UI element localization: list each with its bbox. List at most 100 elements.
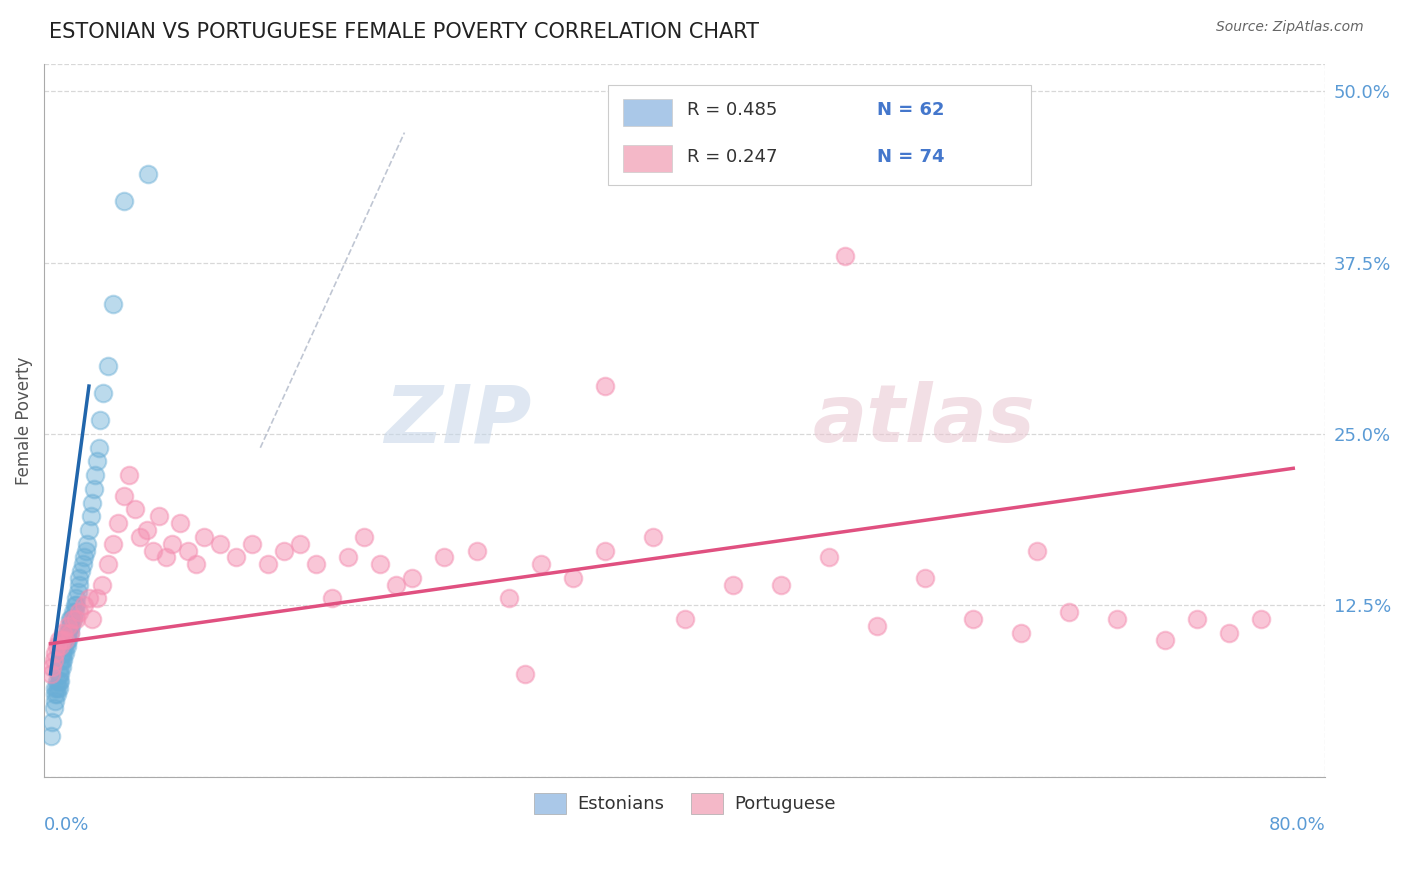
Point — [225, 550, 247, 565]
Text: N = 62: N = 62 — [877, 102, 945, 120]
Point — [51, 646, 73, 660]
Point — [59, 625, 82, 640]
Point — [1010, 625, 1032, 640]
Point — [273, 543, 295, 558]
Point — [112, 194, 135, 208]
FancyBboxPatch shape — [623, 99, 672, 126]
Point — [49, 666, 72, 681]
Point — [337, 550, 360, 565]
Text: N = 74: N = 74 — [877, 148, 945, 166]
Point — [52, 625, 75, 640]
Text: 80.0%: 80.0% — [1268, 816, 1326, 834]
Point — [136, 167, 159, 181]
Point — [529, 558, 551, 572]
Text: R = 0.247: R = 0.247 — [688, 148, 778, 166]
Point — [257, 558, 280, 572]
Point — [60, 619, 83, 633]
Point — [1057, 605, 1080, 619]
Point — [55, 625, 77, 640]
Point — [55, 632, 77, 647]
Point — [1185, 612, 1208, 626]
Y-axis label: Female Poverty: Female Poverty — [15, 356, 32, 484]
Point — [72, 558, 94, 572]
Point — [44, 687, 66, 701]
Point — [56, 619, 79, 633]
Point — [118, 468, 141, 483]
Point — [641, 530, 664, 544]
Point — [48, 681, 70, 695]
Point — [240, 536, 263, 550]
Point — [51, 632, 73, 647]
Point — [65, 591, 87, 606]
Point — [82, 612, 104, 626]
Point — [45, 687, 67, 701]
Point — [67, 578, 90, 592]
Point — [866, 619, 889, 633]
Point — [77, 591, 100, 606]
Point — [124, 502, 146, 516]
Point — [593, 379, 616, 393]
Point — [86, 454, 108, 468]
Point — [370, 558, 392, 572]
Point — [48, 632, 70, 647]
Point — [90, 578, 112, 592]
Point — [561, 571, 583, 585]
Point — [177, 543, 200, 558]
Point — [62, 612, 84, 626]
Point — [593, 543, 616, 558]
Point — [67, 605, 90, 619]
Point — [1154, 632, 1177, 647]
Point — [42, 701, 65, 715]
Point — [53, 646, 76, 660]
Point — [55, 640, 77, 654]
Point — [129, 530, 152, 544]
Point — [513, 666, 536, 681]
Point — [93, 386, 115, 401]
Point — [305, 558, 328, 572]
Point — [817, 550, 839, 565]
Text: ZIP: ZIP — [384, 382, 531, 459]
Point — [142, 543, 165, 558]
Point — [498, 591, 520, 606]
FancyBboxPatch shape — [607, 86, 1031, 186]
Point — [66, 584, 89, 599]
Point — [52, 640, 75, 654]
Point — [53, 632, 76, 647]
Point — [673, 612, 696, 626]
Point — [87, 441, 110, 455]
Point — [97, 359, 120, 373]
Point — [1107, 612, 1129, 626]
Point — [41, 660, 63, 674]
Point — [169, 516, 191, 530]
Point — [465, 543, 488, 558]
Point — [160, 536, 183, 550]
Point — [56, 632, 79, 647]
Point — [914, 571, 936, 585]
Point — [63, 599, 86, 613]
Point — [721, 578, 744, 592]
Point — [135, 523, 157, 537]
Point — [44, 646, 66, 660]
Point — [48, 673, 70, 688]
Point — [75, 543, 97, 558]
FancyBboxPatch shape — [623, 145, 672, 172]
Point — [59, 612, 82, 626]
Point — [65, 599, 87, 613]
Legend: Estonians, Portuguese: Estonians, Portuguese — [526, 786, 844, 821]
Point — [70, 564, 93, 578]
Text: R = 0.485: R = 0.485 — [688, 102, 778, 120]
Point — [56, 625, 79, 640]
Point — [86, 591, 108, 606]
Point — [148, 509, 170, 524]
Point — [89, 413, 111, 427]
Point — [49, 640, 72, 654]
Point — [63, 605, 86, 619]
Point — [321, 591, 343, 606]
Point — [62, 612, 84, 626]
Point — [41, 714, 63, 729]
Point — [769, 578, 792, 592]
Text: Source: ZipAtlas.com: Source: ZipAtlas.com — [1216, 20, 1364, 34]
Point — [107, 516, 129, 530]
Point — [49, 673, 72, 688]
Point — [155, 550, 177, 565]
